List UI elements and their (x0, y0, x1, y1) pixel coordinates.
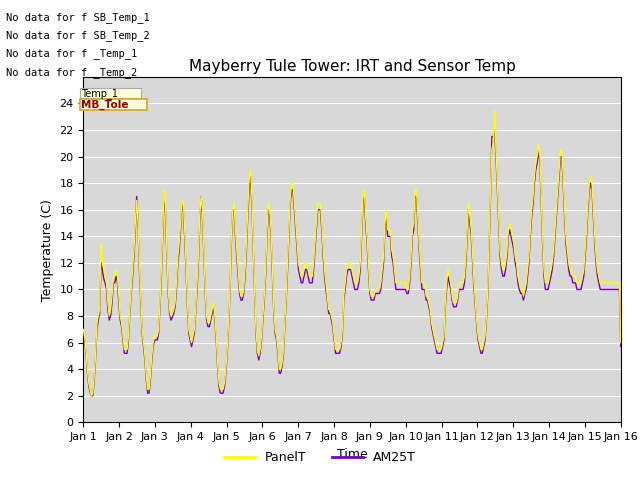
Legend: PanelT, AM25T: PanelT, AM25T (219, 446, 421, 469)
Text: No data for f SB_Temp_2: No data for f SB_Temp_2 (6, 30, 150, 41)
Y-axis label: Temperature (C): Temperature (C) (41, 199, 54, 300)
X-axis label: Time: Time (337, 448, 367, 461)
Text: No data for f _Temp_1: No data for f _Temp_1 (6, 48, 138, 60)
Text: MB_Tole: MB_Tole (81, 99, 129, 110)
Text: No data for f _Temp_2: No data for f _Temp_2 (6, 67, 138, 78)
Text: Temp_1: Temp_1 (81, 88, 118, 98)
Text: No data for f SB_Temp_1: No data for f SB_Temp_1 (6, 12, 150, 23)
Title: Mayberry Tule Tower: IRT and Sensor Temp: Mayberry Tule Tower: IRT and Sensor Temp (189, 59, 515, 74)
